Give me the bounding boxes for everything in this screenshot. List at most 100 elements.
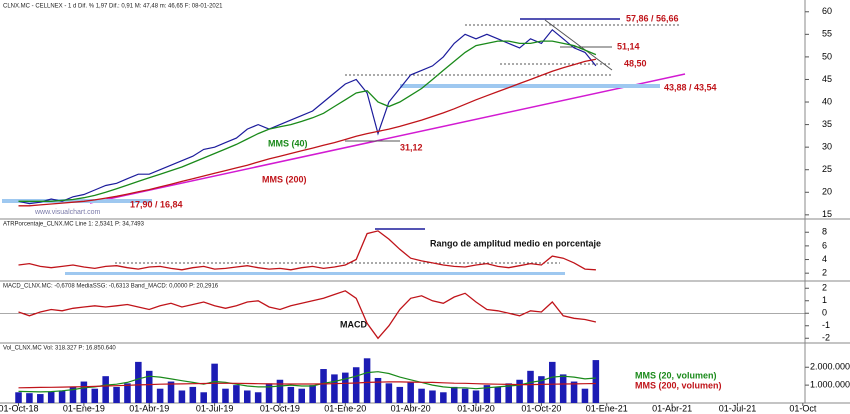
support-zone: [2, 199, 152, 203]
y-tick-label: 8: [822, 227, 827, 237]
x-tick-label: 01-Ene-19: [63, 403, 105, 413]
y-tick-label: 30: [822, 142, 832, 152]
series-line: [18, 371, 596, 393]
trend-line: [544, 19, 613, 71]
y-tick-label: 60: [822, 6, 832, 16]
volume-bar: [244, 390, 251, 403]
support-zone: [400, 84, 660, 88]
y-tick-label: -1: [822, 320, 830, 330]
annotation: MACD: [340, 319, 367, 329]
x-tick-label: 01-Jul-19: [196, 403, 234, 413]
volume-bar: [559, 374, 567, 403]
volume-bar: [80, 381, 88, 403]
x-tick-label: 01-Ene-21: [586, 403, 628, 413]
annotation: MMS (200): [262, 174, 307, 184]
volume-bar: [15, 392, 22, 403]
support-zone: [65, 272, 565, 275]
x-tick-label: 01-Abr-20: [391, 403, 431, 413]
y-tick-label: 0: [822, 308, 827, 318]
y-tick-label: 4: [822, 254, 827, 264]
y-tick-label: 1: [822, 295, 827, 305]
x-tick-label: 01-Oct-20: [521, 403, 561, 413]
y-tick-label: 15: [822, 209, 832, 219]
y-tick-label: 25: [822, 164, 832, 174]
layout-shapes: [0, 0, 850, 404]
y-tick-label: 6: [822, 240, 827, 250]
volume-bar: [58, 390, 66, 403]
y-tick-label: 2: [822, 268, 827, 278]
x-tick-label: 01-Jul-21: [719, 403, 757, 413]
volume-bar: [472, 390, 480, 403]
volume-bar: [222, 388, 229, 403]
volume-bar: [363, 358, 371, 403]
volume-bar: [276, 379, 284, 403]
volume-bar: [418, 388, 425, 403]
series-line: [18, 290, 597, 340]
legend-entry: MMS (200, volumen): [635, 380, 722, 390]
volume-bar: [113, 386, 120, 403]
x-tick-label: 01-Jul-20: [457, 403, 495, 413]
y-tick-label: 2.000.000: [810, 362, 850, 372]
volume-bar: [26, 393, 33, 403]
y-tick-label: 20: [822, 187, 832, 197]
annotation: MMS (40): [268, 138, 308, 148]
annotation: 57,86 / 56,66: [626, 13, 679, 23]
volume-bar: [145, 370, 153, 403]
annotation: 17,90 / 16,84: [130, 199, 183, 209]
volume-bar: [549, 361, 556, 403]
annotation: 43,88 / 43,54: [664, 82, 717, 92]
y-tick-label: 55: [822, 29, 832, 39]
volume-bar: [570, 381, 578, 403]
volume-bar: [483, 385, 491, 403]
trend-line: [89, 73, 686, 204]
volume-bar: [309, 385, 316, 403]
volume-bar: [69, 386, 77, 403]
volume-bar: [287, 386, 295, 403]
volume-bar: [581, 388, 589, 403]
volume-bar: [374, 377, 382, 403]
volume-bar: [450, 386, 458, 403]
volume-bar: [233, 385, 240, 403]
y-tick-label: 2: [822, 283, 827, 293]
watermark: www.visualchart.com: [34, 209, 101, 216]
y-tick-label: 40: [822, 96, 832, 106]
x-tick-label: 01-Oct-18: [0, 403, 39, 413]
annotation: 48,50: [624, 58, 647, 68]
y-tick-label: 35: [822, 119, 832, 129]
volume-bar: [167, 381, 175, 403]
y-tick-label: 45: [822, 74, 832, 84]
panel-title: ATRPorcentaje_CLNX.MC Line 1: 2,5341 P: …: [3, 222, 145, 228]
volume-bar: [527, 370, 534, 403]
series-line: [18, 28, 597, 205]
volume-bar: [47, 391, 55, 403]
volume-bar: [298, 388, 306, 403]
volume-bar: [461, 388, 469, 403]
volume-bar: [385, 383, 393, 403]
y-tick-label: 1.000.000: [810, 379, 850, 389]
x-tick-label: 01-Oct: [789, 403, 817, 413]
volume-bar: [320, 369, 327, 403]
volume-bar: [124, 383, 131, 403]
legend-entry: MMS (20, volumen): [635, 370, 717, 380]
x-tick-label: 01-Oct-19: [260, 403, 300, 413]
volume-bar: [592, 360, 600, 403]
volume-bar: [200, 392, 207, 403]
x-tick-label: 01-Abr-21: [652, 403, 692, 413]
volume-bar: [440, 392, 447, 403]
volume-bar: [342, 372, 349, 403]
y-tick-label: 50: [822, 51, 832, 61]
series-line: [18, 230, 596, 271]
volume-bar: [156, 388, 164, 403]
annotation: 51,14: [617, 41, 640, 51]
volume-bar: [265, 383, 273, 403]
series-line: [18, 58, 597, 207]
volume-bar: [135, 361, 142, 403]
y-tick-label: -2: [822, 333, 830, 343]
volume-bar: [189, 386, 197, 403]
volume-bar: [178, 390, 186, 403]
panel-title: CLNX.MC - CELLNEX - 1 d Dif. % 1,97 Dif.…: [3, 4, 223, 10]
series-line: [18, 40, 597, 202]
volume-bar: [505, 383, 512, 403]
